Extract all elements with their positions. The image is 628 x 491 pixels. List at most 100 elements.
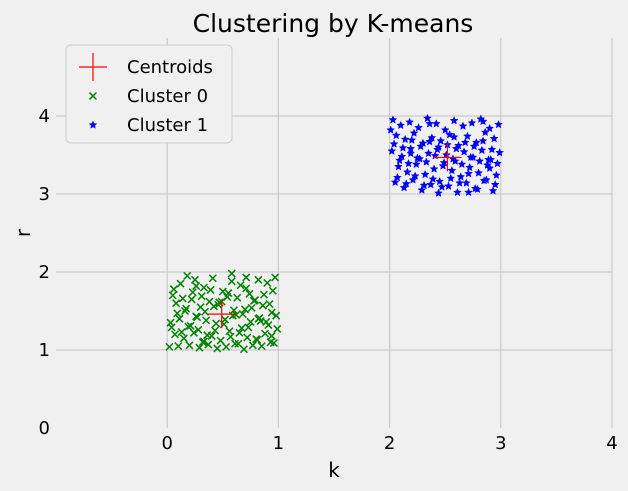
legend-entry: Centroids: [79, 53, 213, 81]
legend-marker: [79, 53, 107, 81]
cluster-0-point: [190, 275, 200, 284]
cluster-0-point: [251, 296, 260, 305]
cluster-0-point: [272, 311, 281, 320]
cluster-0-point: [206, 285, 215, 294]
cluster-1-point: [386, 125, 396, 134]
cluster-0-point: [183, 271, 192, 280]
cluster-1-point: [465, 162, 475, 172]
legend-label: Cluster 1: [127, 115, 208, 136]
legend-marker: [88, 120, 98, 129]
cluster-0-point: [169, 285, 178, 294]
cluster-1-point: [412, 153, 422, 162]
cluster-1-point: [451, 144, 461, 153]
cluster-0-point: [200, 307, 210, 316]
cluster-1-point: [453, 187, 462, 197]
cluster-1-point: [446, 173, 456, 183]
cluster-0-point: [271, 273, 280, 282]
cluster-1-point: [425, 119, 435, 128]
cluster-0-point: [239, 345, 248, 354]
cluster-1-point: [436, 136, 446, 145]
cluster-1-point: [493, 158, 502, 168]
cluster-0-point: [199, 337, 208, 346]
cluster-1-point: [464, 187, 473, 197]
cluster-0-point: [268, 286, 277, 295]
centroid-marker: [433, 143, 462, 172]
cluster-0-point: [247, 303, 256, 312]
cluster-0-point: [208, 274, 217, 283]
legend-entry: Cluster 1: [88, 115, 208, 136]
cluster-0-point: [209, 302, 218, 311]
x-tick-label: 3: [495, 433, 506, 454]
cluster-0-point: [258, 301, 267, 310]
cluster-1-point: [490, 179, 500, 189]
cluster-1-point: [457, 159, 467, 169]
cluster-0-point: [184, 322, 193, 331]
cluster-1-point: [466, 152, 476, 162]
cluster-0-point: [166, 318, 175, 327]
cluster-0-point: [165, 342, 174, 351]
cluster-0-point: [212, 319, 221, 328]
cluster-0-point: [259, 290, 268, 299]
legend-marker: [88, 91, 98, 101]
cluster-0-point: [235, 328, 244, 337]
legend-entry: Cluster 0: [88, 86, 208, 107]
y-tick-label: 0: [39, 418, 50, 439]
cluster-0-point: [229, 306, 238, 315]
cluster-1-point: [474, 168, 483, 177]
cluster-1-point: [480, 127, 490, 137]
cluster-1-point: [449, 132, 459, 141]
cluster-1-point: [459, 147, 469, 156]
cluster-1-point: [422, 113, 432, 123]
cluster-0-point: [267, 331, 276, 340]
cluster-0-point: [273, 324, 282, 333]
cluster-1-point: [485, 123, 495, 133]
cluster-1-point: [489, 133, 499, 143]
cluster-1-point: [421, 157, 431, 166]
cluster-0-point: [180, 306, 190, 316]
cluster-1-point: [390, 177, 400, 187]
cluster-0-point: [176, 279, 185, 288]
y-tick-label: 1: [39, 340, 50, 361]
cluster-0-point: [222, 342, 231, 351]
cluster-1-point: [399, 183, 409, 192]
cluster-1-point: [394, 162, 403, 171]
cluster-0-point: [243, 333, 252, 342]
cluster-1-point: [409, 128, 419, 137]
cluster-1-point: [437, 182, 447, 191]
cluster-0-point: [227, 277, 236, 286]
cluster-1-point: [467, 118, 477, 127]
cluster-1-point: [398, 143, 408, 152]
cluster-1-point: [458, 121, 468, 130]
data-points: [165, 113, 505, 354]
cluster-0-point: [261, 329, 270, 338]
cluster-1-point: [414, 123, 423, 132]
cluster-1-point: [487, 144, 497, 154]
cluster-0-point: [173, 309, 182, 318]
cluster-0-point: [174, 342, 183, 351]
legend-label: Cluster 0: [127, 86, 208, 107]
cluster-1-point: [407, 135, 417, 144]
cluster-1-point: [416, 141, 426, 151]
cluster-1-point: [401, 179, 411, 188]
cluster-1-point: [481, 175, 491, 184]
cluster-0-point: [185, 341, 194, 350]
cluster-1-point: [420, 169, 430, 179]
cluster-1-point: [495, 148, 505, 157]
cluster-0-point: [192, 282, 201, 291]
cluster-0-point: [244, 323, 253, 332]
cluster-1-point: [404, 158, 413, 168]
cluster-1-point: [417, 185, 427, 194]
centroid-marker: [207, 300, 236, 329]
cluster-1-point: [447, 165, 457, 175]
cluster-1-point: [408, 175, 418, 184]
cluster-0-point: [179, 334, 188, 343]
cluster-0-point: [188, 288, 197, 297]
cluster-1-point: [463, 131, 472, 141]
cluster-0-point: [213, 344, 222, 353]
cluster-0-point: [172, 299, 181, 308]
cluster-0-point: [194, 325, 203, 334]
cluster-1-point: [494, 119, 503, 129]
legend-box: [65, 44, 233, 144]
cluster-0-point: [242, 284, 251, 293]
cluster-0-point: [187, 295, 196, 304]
